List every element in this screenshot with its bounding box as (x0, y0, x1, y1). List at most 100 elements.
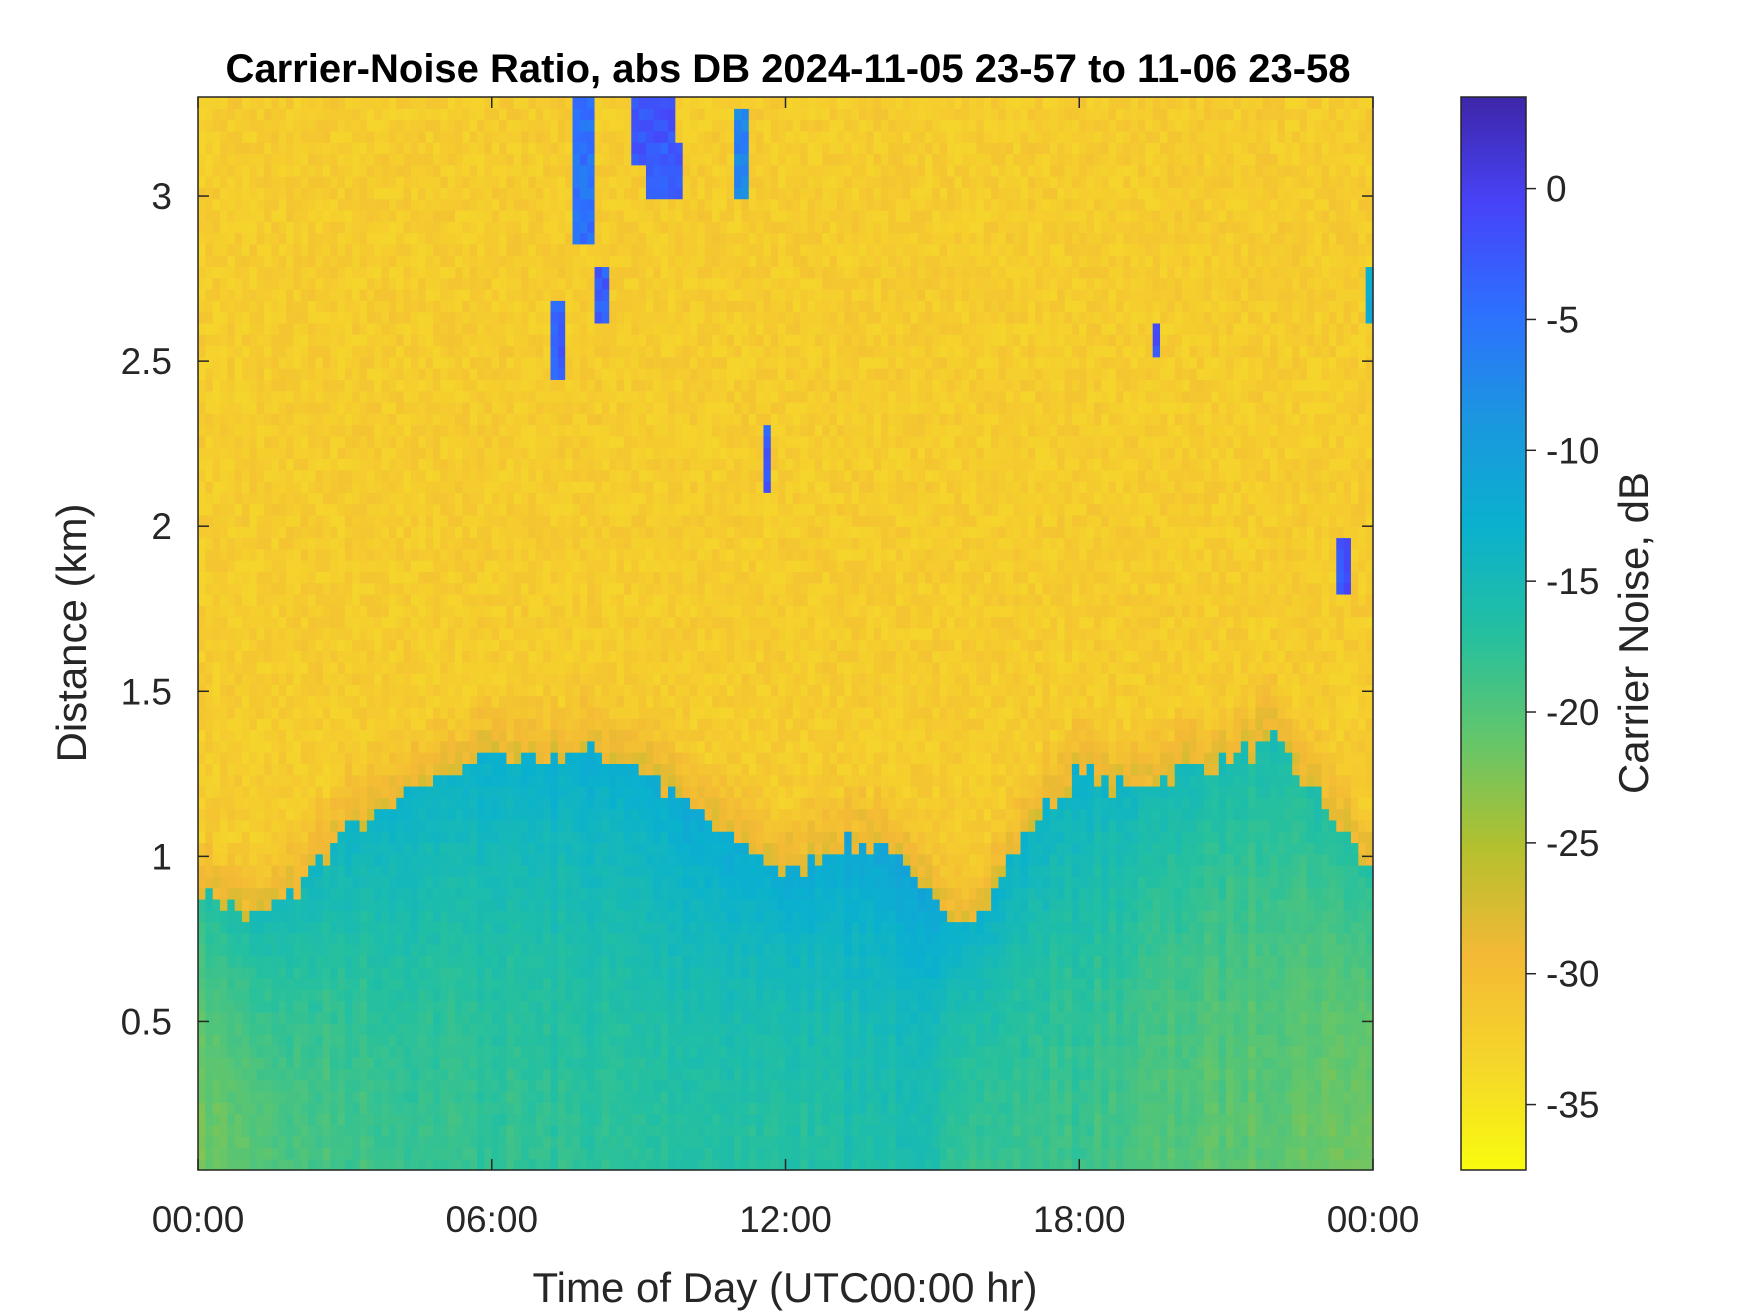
heatmap-cell (227, 1136, 236, 1149)
heatmap-cell (256, 808, 265, 821)
heatmap-cell (344, 1079, 353, 1092)
heatmap-cell (264, 673, 273, 685)
heatmap-cell (198, 492, 206, 505)
heatmap-cell (550, 752, 559, 764)
heatmap-cell (572, 481, 581, 493)
heatmap-cell (271, 153, 280, 166)
heatmap-cell (198, 797, 206, 810)
heatmap-cell (359, 661, 368, 674)
heatmap-cell (506, 593, 515, 606)
heatmap-cell (469, 887, 478, 900)
heatmap-cell (205, 673, 214, 685)
heatmap-cell (455, 560, 463, 572)
heatmap-cell (352, 616, 361, 629)
heatmap-cell (477, 718, 485, 731)
heatmap-cell (264, 955, 273, 968)
heatmap-cell (550, 684, 559, 697)
heatmap-cell (278, 1102, 287, 1115)
heatmap-cell (447, 1124, 456, 1137)
heatmap-cell (579, 819, 588, 832)
heatmap-cell (381, 368, 390, 380)
heatmap-cell (528, 153, 537, 166)
heatmap-cell (425, 706, 434, 719)
heatmap-cell (381, 752, 390, 764)
heatmap-cell (381, 345, 390, 358)
heatmap-cell (477, 413, 485, 426)
heatmap-cell (513, 368, 522, 380)
heatmap-cell (506, 887, 515, 900)
heatmap-cell (477, 379, 485, 392)
heatmap-cell (499, 1158, 508, 1171)
heatmap-cell (337, 582, 346, 595)
heatmap-cell (359, 322, 368, 335)
heatmap-cell (418, 458, 427, 471)
heatmap-cell (521, 898, 530, 911)
heatmap-cell (330, 1045, 339, 1058)
heatmap-cell (425, 187, 434, 200)
heatmap-cell (352, 458, 361, 471)
heatmap-cell (220, 989, 228, 1002)
heatmap-cell (227, 345, 236, 358)
heatmap-cell (433, 695, 441, 708)
heatmap-cell (278, 548, 287, 561)
heatmap-cell (366, 142, 375, 155)
heatmap-cell (410, 548, 419, 561)
heatmap-cell (352, 209, 361, 222)
heatmap-cell (212, 752, 221, 764)
heatmap-cell (330, 684, 339, 697)
heatmap-cell (344, 1000, 353, 1013)
heatmap-cell (381, 684, 390, 697)
heatmap-cell (433, 1057, 441, 1069)
heatmap-cell (565, 221, 574, 234)
heatmap-cell (330, 898, 339, 911)
heatmap-cell (418, 209, 427, 222)
heatmap-cell (572, 1090, 581, 1103)
heatmap-cell (374, 142, 383, 155)
heatmap-cell (344, 808, 353, 821)
heatmap-cell (528, 514, 537, 527)
heatmap-cell (212, 503, 221, 516)
heatmap-cell (271, 616, 280, 629)
heatmap-cell (366, 593, 375, 606)
heatmap-cell (322, 910, 331, 923)
heatmap-cell (198, 605, 206, 618)
heatmap-cell (521, 1057, 530, 1069)
heatmap-cell (366, 108, 375, 121)
heatmap-cell (388, 752, 397, 764)
heatmap-cell (403, 176, 412, 188)
heatmap-cell (440, 164, 449, 177)
heatmap-cell (315, 989, 324, 1002)
heatmap-cell (315, 1102, 324, 1115)
heatmap-cell (513, 887, 522, 900)
heatmap-cell (278, 1034, 287, 1047)
heatmap-cell (484, 548, 493, 561)
heatmap-cell (403, 752, 412, 764)
heatmap-cell (484, 706, 493, 719)
heatmap-cell (565, 514, 574, 527)
heatmap-cell (491, 232, 500, 245)
heatmap-cell (499, 740, 508, 753)
heatmap-cell (418, 932, 427, 945)
heatmap-cell (513, 571, 522, 584)
heatmap-cell (352, 492, 361, 505)
heatmap-cell (352, 379, 361, 392)
heatmap-cell (403, 458, 412, 471)
heatmap-cell (388, 548, 397, 561)
heatmap-cell (205, 1158, 214, 1171)
heatmap-cell (322, 379, 331, 392)
heatmap-cell (337, 1124, 346, 1137)
heatmap-cell (410, 627, 419, 640)
heatmap-cell (352, 187, 361, 200)
heatmap-cell (499, 311, 508, 324)
heatmap-cell (477, 537, 485, 550)
heatmap-cell (374, 119, 383, 132)
heatmap-cell (499, 548, 508, 561)
heatmap-cell (433, 368, 441, 380)
heatmap-cell (579, 898, 588, 911)
heatmap-cell (440, 887, 449, 900)
heatmap-cell (256, 740, 265, 753)
heatmap-cell (513, 684, 522, 697)
heatmap-cell (410, 1136, 419, 1149)
heatmap-cell (242, 842, 250, 855)
heatmap-cell (506, 944, 515, 956)
